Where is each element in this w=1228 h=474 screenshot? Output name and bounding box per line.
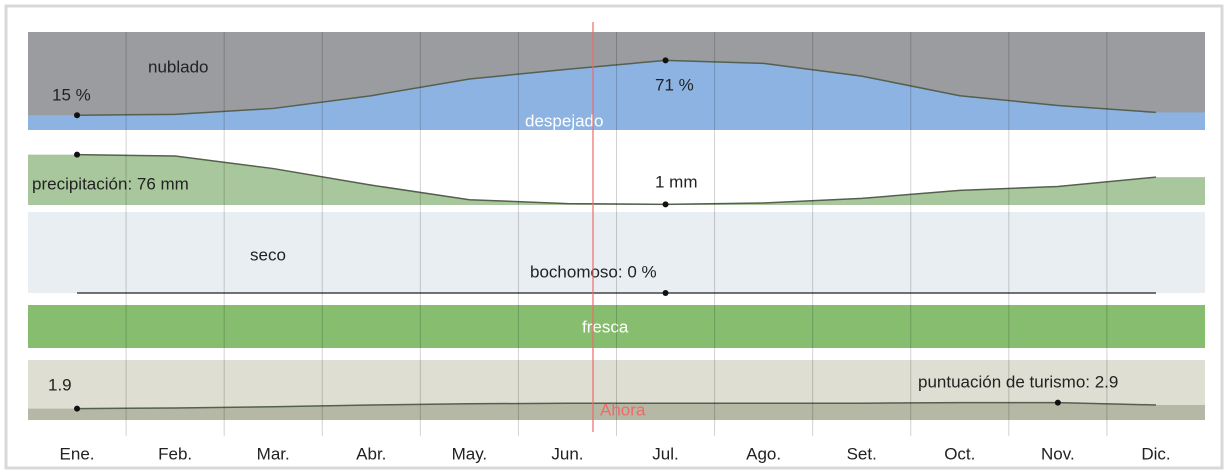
month-label: Nov. [1041, 444, 1075, 463]
marker-dot [662, 201, 669, 208]
area-edge [77, 59, 1157, 117]
area [28, 402, 1205, 420]
month-label: Dic. [1141, 444, 1170, 463]
panel-label: despejado [525, 111, 603, 130]
month-label: Jul. [652, 444, 678, 463]
month-label: May. [452, 444, 488, 463]
annotation: 1.9 [48, 375, 72, 394]
panel-label: fresca [582, 317, 629, 336]
marker-dot [662, 57, 669, 64]
month-label: Jun. [551, 444, 583, 463]
marker-dot [74, 112, 81, 119]
area-edge [77, 401, 1156, 410]
band [28, 305, 1205, 348]
marker-dot [74, 151, 81, 158]
month-label: Set. [847, 444, 877, 463]
now-label: Ahora [600, 400, 646, 419]
annotation: puntuación de turismo: 2.9 [918, 372, 1118, 391]
month-label: Ene. [60, 444, 95, 463]
month-label: Ago. [746, 444, 781, 463]
month-label: Abr. [356, 444, 386, 463]
panel-label: seco [250, 245, 286, 264]
marker-dot [74, 405, 81, 412]
month-label: Feb. [158, 444, 192, 463]
annotation: 71 % [655, 75, 694, 94]
marker-dot [662, 290, 669, 296]
annotation: 15 % [52, 85, 91, 104]
area-edge [77, 153, 1157, 206]
month-label: Oct. [944, 444, 975, 463]
panel-background [28, 212, 1205, 293]
month-label: Mar. [257, 444, 290, 463]
panel-label: nublado [148, 57, 209, 76]
area [28, 60, 1205, 130]
annotation: precipitación: 76 mm [32, 174, 189, 193]
area [28, 154, 1205, 205]
marker-dot [1054, 399, 1061, 406]
annotation: 1 mm [655, 172, 698, 191]
